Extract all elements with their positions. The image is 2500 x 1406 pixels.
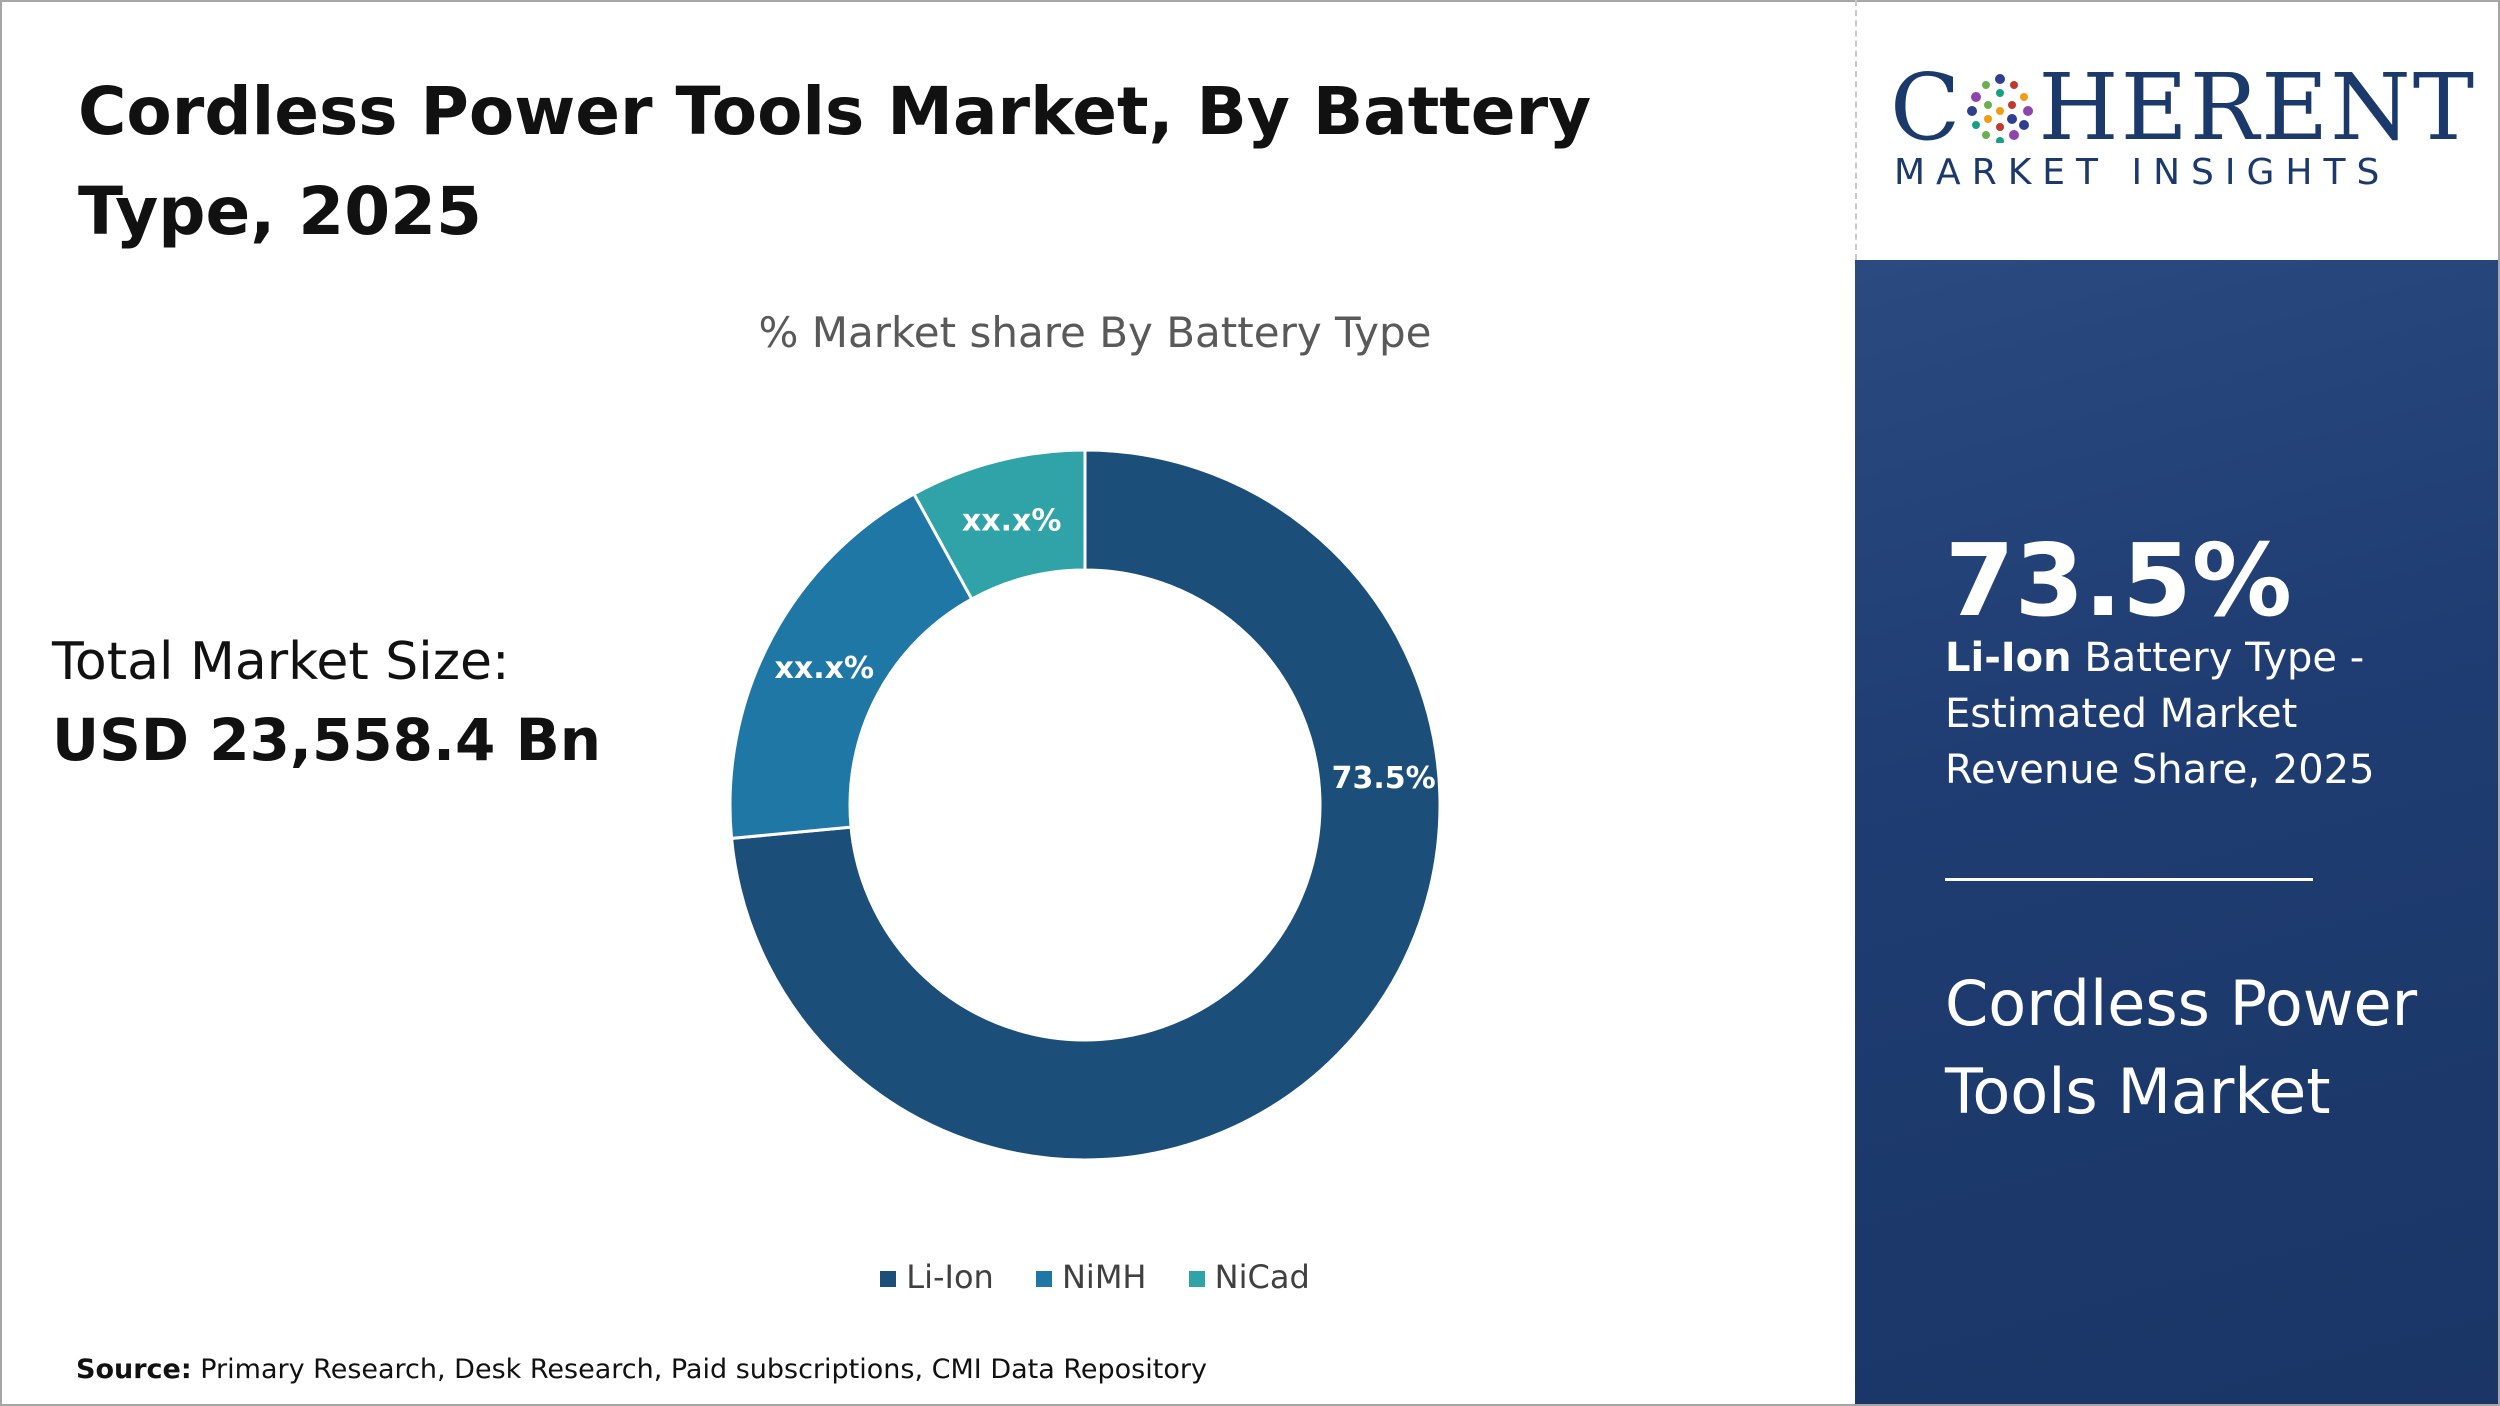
- total-market-label: Total Market Size:: [52, 632, 510, 692]
- logo-letter-c: C: [1890, 54, 1963, 161]
- panel-divider: [1855, 0, 1857, 260]
- chart-subtitle: % Market share By Battery Type: [758, 308, 1432, 357]
- legend-label-nicad: NiCad: [1214, 1258, 1310, 1296]
- chart-legend: Li-Ion NiMH NiCad: [0, 1258, 2190, 1296]
- logo-dot: [2008, 101, 2017, 109]
- donut-slice-nicad: [911, 448, 1087, 602]
- logo-dot: [1996, 107, 2005, 115]
- legend-swatch-li-ion: [880, 1271, 897, 1287]
- logo-dot: [2010, 81, 2019, 89]
- logo-dot: [1982, 131, 1991, 139]
- legend-item-nimh: NiMH: [1035, 1258, 1147, 1296]
- page-title: Cordless Power Tools Market, By Battery …: [78, 73, 1592, 250]
- highlight-market-name: Cordless Power Tools Market: [1945, 967, 2418, 1128]
- source-label: Source:: [76, 1354, 192, 1385]
- logo-dot: [2020, 93, 2029, 101]
- logo-dot: [1984, 101, 1993, 109]
- logo-dot: [1996, 123, 2005, 131]
- source-text: Primary Research, Desk Research, Paid su…: [191, 1354, 1207, 1385]
- logo-dot: [1996, 89, 2005, 97]
- highlight-segment: Li-Ion: [1945, 635, 2072, 681]
- donut-slice-li-ion: [729, 448, 1442, 1162]
- legend-item-nicad: NiCad: [1188, 1258, 1310, 1296]
- logo-dot: [1982, 81, 1991, 89]
- legend-swatch-nicad: [1188, 1271, 1205, 1287]
- logo-dot: [1972, 121, 1981, 129]
- logo-dot: [2009, 130, 2020, 140]
- donut-label-li-ion: 73.5%: [1332, 761, 1436, 796]
- highlight-description: Li-Ion Battery Type - Estimated Market R…: [1945, 630, 2465, 798]
- legend-swatch-nimh: [1035, 1271, 1052, 1287]
- highlight-divider: [1945, 878, 2313, 881]
- logo-subtitle: MARKET INSIGHTS: [1894, 152, 2391, 193]
- donut-label-nicad: xx.x%: [962, 503, 1062, 538]
- logo-dot: [1996, 137, 2005, 143]
- logo-dot: [1967, 106, 1978, 116]
- logo-letters-herent: HERENT: [2038, 54, 2477, 161]
- logo-wordmark: C HERENT: [1890, 58, 2476, 158]
- chart-panel: Cordless Power Tools Market, By Battery …: [52, 73, 1592, 1385]
- legend-label-nimh: NiMH: [1061, 1258, 1147, 1296]
- highlight-panel: 73.5% Li-Ion Battery Type - Estimated Ma…: [1855, 260, 2498, 1404]
- logo-dot: [2023, 106, 2034, 116]
- donut-slice-nimh: [728, 491, 974, 841]
- logo-dot: [1971, 92, 1982, 102]
- donut-label-nimh: xx.x%: [775, 651, 875, 686]
- logo-dot: [2019, 120, 2030, 130]
- legend-label-li-ion: Li-Ion: [906, 1258, 994, 1296]
- legend-item-li-ion: Li-Ion: [880, 1258, 994, 1296]
- logo-dot-icon: [1967, 74, 2034, 143]
- highlight-value: 73.5%: [1945, 522, 2292, 639]
- logo-dot: [1995, 74, 2006, 84]
- highlight-desc-text: Battery Type - Estimated Market Revenue …: [1945, 635, 2375, 793]
- source-note: Source: Primary Research, Desk Research,…: [76, 1354, 1207, 1385]
- donut-chart: 73.5% xx.x% xx.x%: [728, 448, 1442, 1162]
- logo-dot: [1984, 115, 1993, 123]
- total-market-value: USD 23,558.4 Bn: [52, 706, 602, 774]
- logo-dot: [2007, 114, 2018, 124]
- company-logo: C HERENT MARKET INSIGHTS: [1890, 58, 2474, 198]
